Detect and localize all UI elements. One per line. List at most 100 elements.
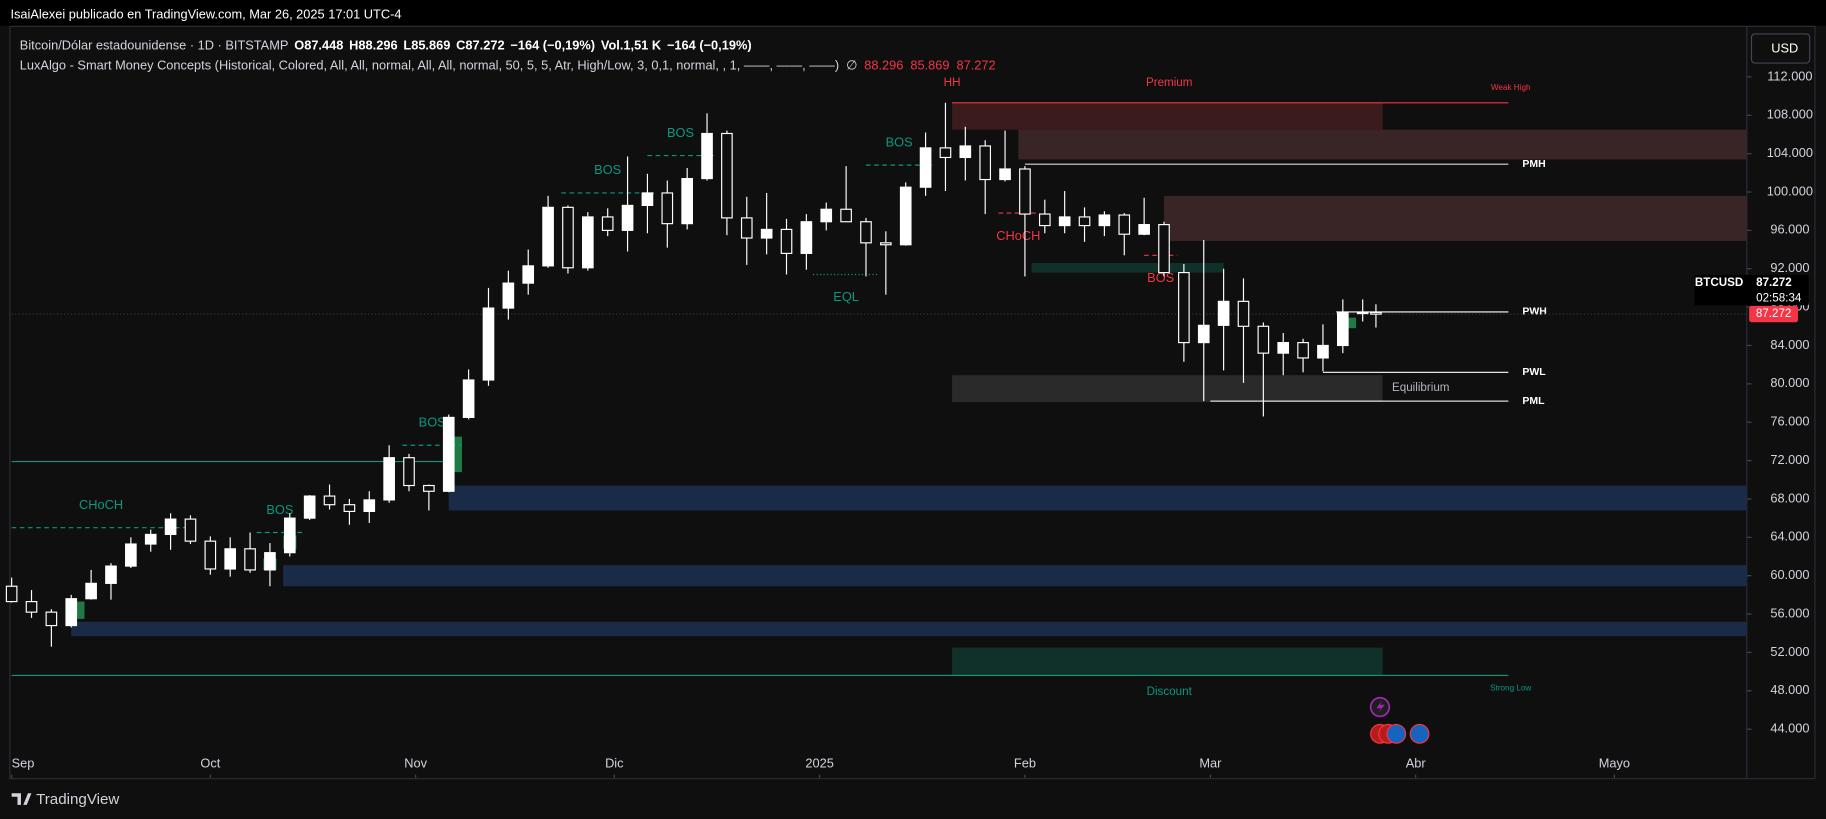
candle-body [1178,271,1190,344]
last-price-tag [1749,305,1799,323]
structure-label: EQL [833,289,859,304]
candle-body [184,518,197,542]
legend-item: 85.869 [910,58,949,73]
candle-body [1370,311,1382,315]
x-tick-label: Feb [1014,755,1036,770]
zone-label: Equilibrium [1392,381,1450,394]
candle-body [502,282,515,309]
candle-body [343,504,356,512]
candle-body [1058,216,1071,227]
candle-body [482,307,495,381]
plot-area: 44.000 48.000 52.000 56.000 60.000 64.000 68.0… [5,68,1813,779]
candle-body [661,192,674,225]
level-label: Weak High [1491,83,1531,92]
candle-body [860,221,872,244]
legend-item: 88.296 [864,58,903,73]
legend-item: O [294,38,304,53]
annotation: HH [944,76,961,89]
x-tick-label: Sep [12,755,35,770]
candle-body [462,379,475,418]
x-tick-label: Mar [1199,755,1222,770]
zone [1342,317,1357,329]
lightning-icon [1376,700,1385,715]
y-tick-label: 72.000 [1770,452,1809,467]
x-tick-label: Oct [200,755,220,770]
candle-body [1237,300,1250,327]
structure-label: BOS [886,134,913,149]
candle-body [25,601,38,613]
structure-label: BOS [594,162,621,177]
y-tick-label: 84.000 [1770,337,1809,352]
y-tick-label: 44.000 [1770,721,1809,736]
candle-body [919,147,932,188]
zone [448,485,1747,511]
x-tick-label: Dic [605,755,624,770]
y-tick-label: 100.000 [1767,183,1813,198]
candle-body [45,611,58,627]
zone [1018,129,1747,160]
candle-body [1019,168,1031,215]
zone [1031,262,1224,273]
candle-body [125,543,137,567]
y-tick-label: 112.000 [1767,68,1812,83]
legend-item: −164 (−0,19%) [510,38,595,53]
candle-body [780,228,793,254]
footer-logo [11,793,32,805]
candle-body [820,208,833,223]
candle-body [740,217,753,239]
candle-body [264,552,276,571]
structure-label: CHoCH [996,228,1040,243]
candle-body [65,598,78,627]
footer-brand: TradingView [36,791,119,808]
y-tick-label: 64.000 [1770,529,1809,544]
legend-item: C [456,38,465,53]
structure-label: BOS [667,125,694,140]
candle-body [681,177,693,225]
candle-body [1297,342,1309,359]
zone [1164,195,1747,241]
candle-body [562,206,574,269]
structure-label: CHoCH [79,497,123,512]
level-label: PWH [1522,307,1546,318]
y-tick-label: 68.000 [1770,490,1809,505]
x-tick-label: Nov [404,755,427,770]
author-line: IsaiAlexei publicado en TradingView.com,… [10,7,401,22]
legend-item: LuxAlgo - Smart Money Concepts (Historic… [20,58,839,73]
zone-label: Premium [1146,76,1193,89]
candle-body [1158,224,1170,274]
candle-body [423,484,435,492]
zone [952,647,1383,676]
zone [283,565,1747,587]
candle-body [880,242,892,246]
event-icon[interactable] [1409,723,1430,744]
y-tick-label: 56.000 [1770,605,1809,620]
candle-body [283,517,296,554]
legend-item: 85.869 [411,38,450,53]
candle-body [1197,324,1210,344]
level-label: PML [1522,396,1545,407]
candle-body [542,206,554,267]
candle-body [959,145,972,159]
candle-body [204,540,217,570]
legend-item: 1,51 K [623,38,661,53]
currency-label[interactable]: USD [1771,40,1798,55]
y-tick-label: 104.000 [1767,145,1813,160]
zone [952,102,1383,130]
x-tick-label: Mayo [1599,755,1630,770]
candle-body [1317,344,1329,359]
currency-button[interactable] [1750,33,1811,64]
zone-label: Discount [1147,685,1193,698]
candle-body [999,168,1011,181]
level-label: PWL [1522,367,1546,378]
legend-item: L [403,38,411,53]
logo-mark [11,793,32,805]
y-tick-label: 52.000 [1770,644,1809,659]
event-icon[interactable] [1386,723,1407,744]
legend-item: 87.272 [957,58,996,73]
candle-body [5,585,18,603]
candle-body [899,186,912,246]
candle-body [1118,214,1131,235]
candle-body [105,565,117,584]
candle-body [85,582,97,600]
